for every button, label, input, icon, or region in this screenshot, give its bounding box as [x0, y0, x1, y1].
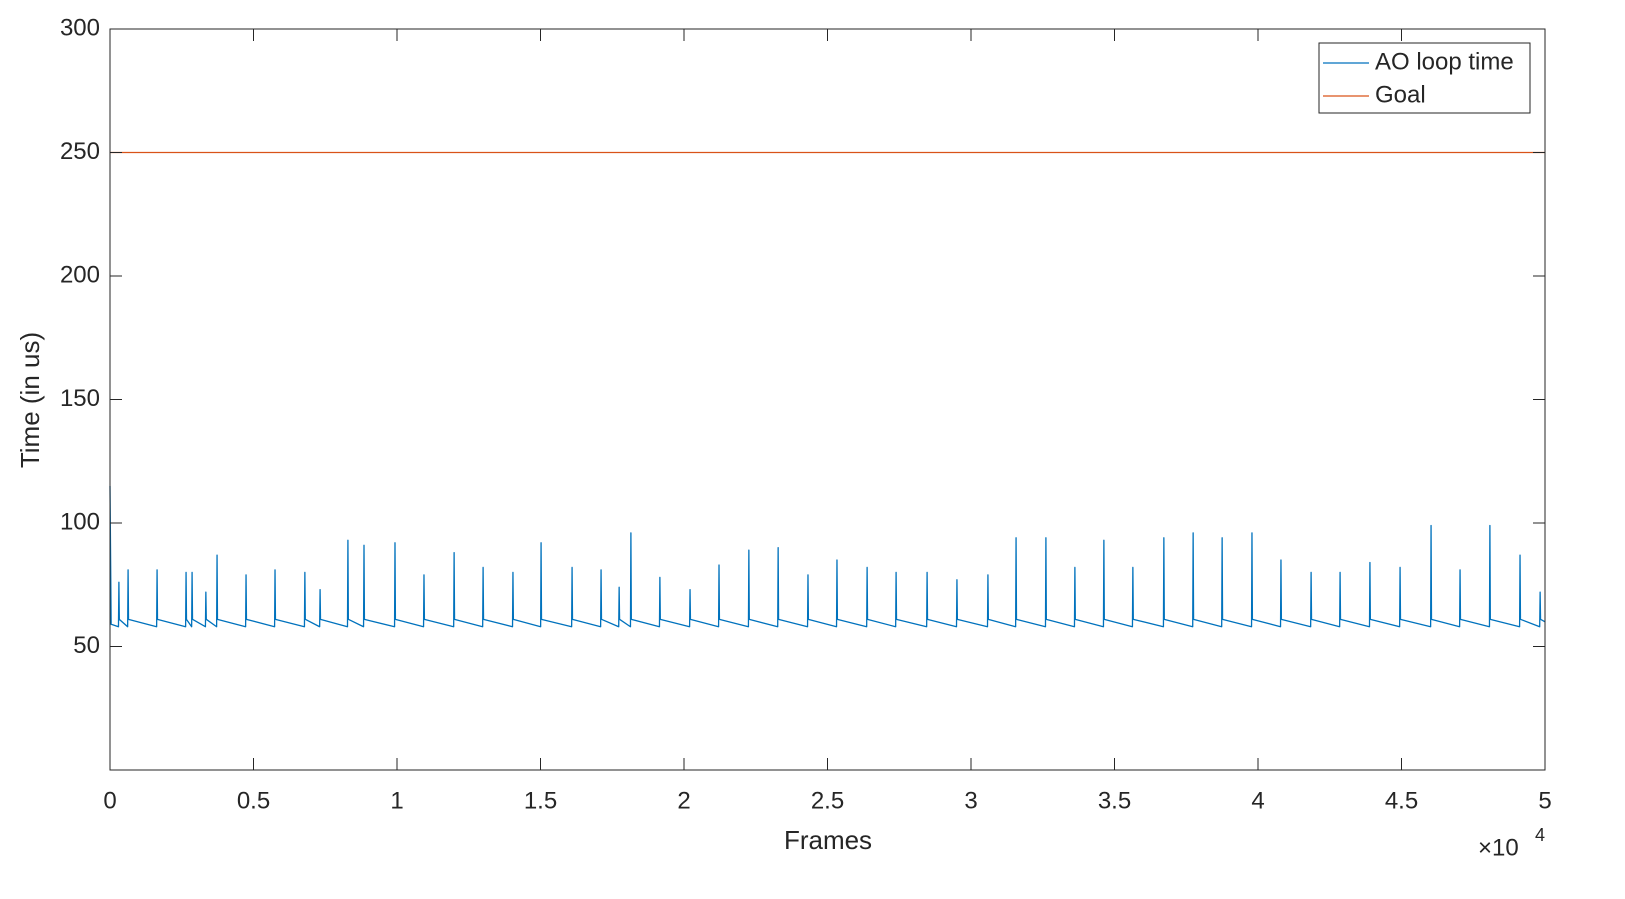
legend-label: Goal	[1375, 81, 1426, 108]
x-tick-label: 4	[1251, 787, 1264, 814]
legend-box	[1318, 42, 1531, 114]
y-tick-label: 150	[60, 385, 100, 412]
x-tick-label: 3	[964, 787, 977, 814]
x-tick-label: 0.5	[237, 787, 270, 814]
x-tick-label: 2.5	[811, 787, 844, 814]
y-tick-label: 200	[60, 261, 100, 288]
y-tick-label: 100	[60, 508, 100, 535]
y-tick-label: 50	[73, 632, 100, 659]
legend-label: AO loop time	[1375, 48, 1514, 75]
x-tick-label: 0	[103, 787, 116, 814]
y-tick-label: 300	[60, 14, 100, 41]
x-tick-label: 3.5	[1098, 787, 1131, 814]
y-axis-label: Time (in us)	[15, 332, 45, 468]
x-tick-label: 1.5	[524, 787, 557, 814]
x-tick-label: 4.5	[1385, 787, 1418, 814]
x-multiplier-exponent: 4	[1535, 825, 1545, 845]
data-line	[109, 485, 1546, 628]
x-tick-label: 1	[390, 787, 403, 814]
x-tick-label: 5	[1538, 787, 1551, 814]
x-axis-label: Frames	[784, 825, 872, 855]
y-tick-label: 250	[60, 138, 100, 165]
x-multiplier: ×10	[1478, 834, 1519, 861]
x-tick-label: 2	[677, 787, 690, 814]
